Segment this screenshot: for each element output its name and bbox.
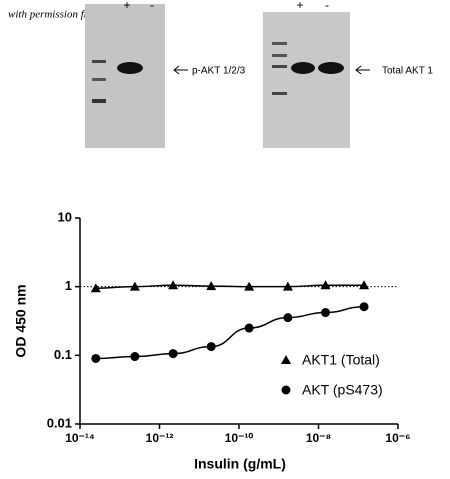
data-point	[359, 302, 369, 312]
ladder-band	[272, 54, 287, 57]
fit-line	[95, 284, 365, 289]
y-tick-label: 10	[58, 209, 72, 224]
ladder-band	[92, 99, 106, 103]
arrow	[355, 65, 370, 75]
blot-band	[318, 62, 344, 74]
ladder-band	[272, 42, 287, 45]
y-axis-label: OD 450 nm	[13, 284, 29, 357]
data-point	[244, 281, 255, 291]
legend-label: AKT1 (Total)	[302, 352, 380, 368]
lane-label: +	[296, 0, 303, 12]
data-point	[90, 283, 101, 293]
data-point	[244, 323, 254, 333]
data-point	[130, 352, 140, 362]
blot-label: p-AKT 1/2/3	[192, 66, 246, 77]
data-point	[359, 280, 370, 290]
data-point	[206, 342, 216, 352]
data-point	[168, 280, 179, 290]
y-tick-label: 0.1	[54, 347, 72, 362]
ladder-band	[92, 78, 106, 81]
lane-label: +	[123, 0, 130, 12]
data-point	[282, 281, 293, 291]
lane-label: -	[325, 0, 329, 12]
data-point	[168, 349, 178, 359]
blot-image	[263, 12, 350, 148]
ladder-band	[272, 92, 287, 95]
y-tick-label: 1	[65, 278, 72, 293]
ladder-band	[272, 65, 287, 68]
data-point	[320, 308, 330, 318]
data-point	[320, 280, 331, 290]
legend-label: AKT (pS473)	[302, 382, 383, 398]
data-point	[206, 281, 217, 291]
x-tick-label: 10⁻¹⁴	[65, 431, 95, 445]
ladder-band	[92, 60, 106, 63]
x-tick-label: 10⁻¹²	[146, 431, 174, 445]
data-point	[283, 313, 293, 323]
x-tick-label: 10⁻⁶	[385, 431, 410, 445]
data-point	[91, 353, 101, 363]
data-point	[129, 281, 140, 291]
lane-label: -	[150, 0, 154, 12]
blot-band	[117, 62, 143, 74]
x-axis-label: Insulin (g/mL)	[194, 456, 286, 472]
x-tick-label: 10⁻¹⁰	[225, 431, 254, 445]
legend-marker	[281, 355, 291, 364]
x-tick-label: 10⁻⁸	[306, 431, 331, 445]
blot-label: Total AKT 1	[382, 66, 433, 77]
blot-image	[85, 4, 165, 148]
blot-band	[291, 62, 315, 74]
legend-marker	[281, 385, 291, 395]
arrow	[173, 65, 188, 75]
y-tick-label: 0.01	[47, 415, 72, 430]
